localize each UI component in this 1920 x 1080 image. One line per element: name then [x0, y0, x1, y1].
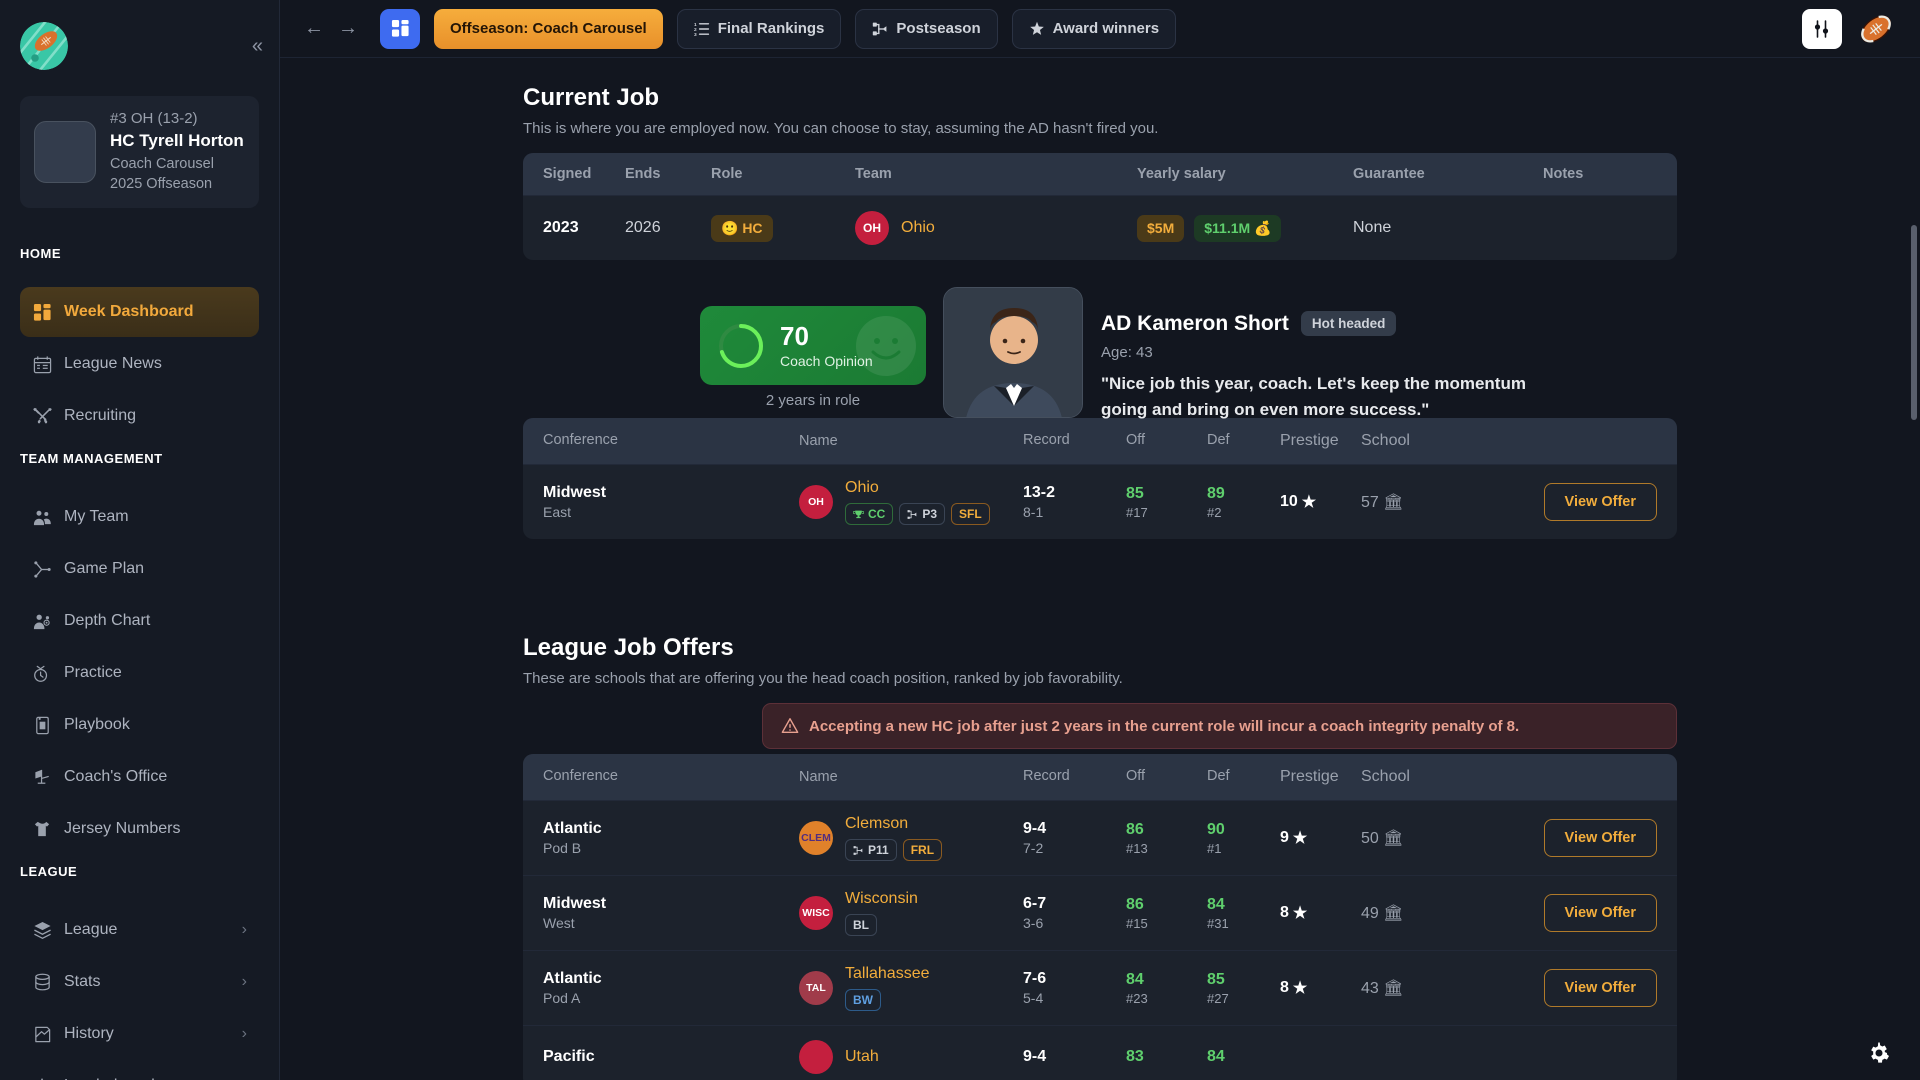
svg-text:3: 3	[694, 32, 697, 37]
svg-text:1: 1	[694, 21, 697, 27]
svg-text:2: 2	[694, 27, 697, 33]
